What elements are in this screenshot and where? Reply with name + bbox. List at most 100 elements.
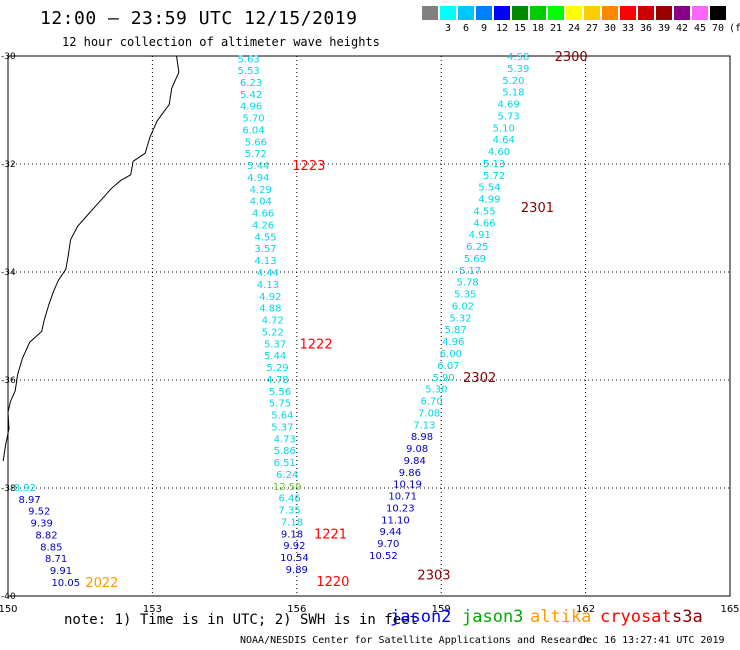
- wave-height-point: 9.86: [399, 468, 421, 479]
- wave-height-point: 9.08: [406, 444, 428, 455]
- time-label: 2303: [417, 568, 450, 583]
- wave-height-point: 6.02: [452, 301, 474, 312]
- x-tick-label: 159: [432, 604, 451, 615]
- wave-height-point: 8.71: [45, 554, 67, 565]
- wave-height-point: 5.66: [245, 137, 267, 148]
- wave-height-point: 6.51: [274, 458, 296, 469]
- wave-height-point: 4.13: [257, 280, 279, 291]
- wave-height-point: 6.23: [240, 78, 262, 89]
- wave-height-point: 5.86: [274, 446, 296, 457]
- color-scale-label: 24: [567, 23, 581, 34]
- wave-height-point: 5.70: [242, 114, 264, 125]
- wave-height-point: 5.20: [502, 76, 524, 87]
- wave-height-point: 5.10: [493, 123, 515, 134]
- color-scale-label: 18: [531, 23, 545, 34]
- color-scale-swatch: [476, 6, 492, 20]
- wave-height-point: 5.90: [432, 373, 454, 384]
- wave-height-point: 7.35: [278, 506, 300, 517]
- y-tick-label: -40: [1, 592, 16, 602]
- wave-height-point: 9.52: [28, 507, 50, 518]
- satellite-legend-jason2: jason2: [390, 607, 452, 627]
- wave-height-point: 4.58: [507, 52, 529, 63]
- wave-height-point: 4.04: [250, 197, 272, 208]
- wave-height-point: 10.52: [369, 551, 398, 562]
- wave-height-point: 6.00: [440, 349, 462, 360]
- color-scale-swatch: [440, 6, 456, 20]
- x-tick-label: 156: [287, 604, 306, 615]
- wave-height-point: 10.05: [51, 578, 80, 589]
- wave-height-point: 5.64: [271, 411, 293, 422]
- color-scale-label: 42: [675, 23, 689, 34]
- color-scale-swatch: [674, 6, 690, 20]
- wave-height-point: 4.72: [262, 316, 284, 327]
- color-scale-swatch: [602, 6, 618, 20]
- wave-height-point: 4.60: [488, 147, 510, 158]
- color-scale-label: 12: [495, 23, 509, 34]
- y-tick-label: -34: [1, 268, 16, 278]
- wave-height-point: 4.64: [493, 135, 515, 146]
- wave-height-point: 9.89: [286, 565, 308, 576]
- time-label: 2301: [521, 201, 554, 216]
- color-scale-label: 45: [693, 23, 707, 34]
- wave-height-point: 9.44: [380, 527, 402, 538]
- color-scale-label: 6: [462, 23, 470, 34]
- wave-height-point: 5.78: [457, 278, 479, 289]
- wave-height-point: 5.53: [238, 66, 260, 77]
- units-note: note: 1) Time is in UTC; 2) SWH is in fe…: [64, 612, 419, 628]
- wave-height-point: 4.99: [478, 195, 500, 206]
- wave-height-point: 4.55: [254, 232, 276, 243]
- wave-height-point: 4.88: [259, 304, 281, 315]
- wave-height-point: 4.78: [266, 375, 288, 386]
- color-scale-swatch: [422, 6, 438, 20]
- wave-height-point: 10.19: [393, 480, 422, 491]
- map-frame: [7, 55, 731, 597]
- color-scale-label: 36: [639, 23, 653, 34]
- wave-height-point: 10.54: [280, 553, 309, 564]
- wave-height-point: 5.42: [240, 90, 262, 101]
- wave-height-point: 11.10: [381, 515, 410, 526]
- wave-height-point: 5.63: [238, 55, 260, 66]
- color-scale-unit: (ft): [729, 23, 740, 34]
- wave-height-point: 4.66: [252, 209, 274, 220]
- y-tick-label: -36: [1, 376, 16, 386]
- wave-height-point: 5.17: [459, 266, 481, 277]
- wave-height-point: 6.07: [437, 361, 459, 372]
- wave-height-point: 9.39: [31, 519, 53, 530]
- color-scale-label: 39: [657, 23, 671, 34]
- wave-height-point: 5.72: [245, 149, 267, 160]
- wave-height-point: 10.71: [388, 492, 417, 503]
- x-tick-label: 162: [576, 604, 595, 615]
- wave-height-point: 5.87: [445, 325, 467, 336]
- satellite-legend-jason3: jason3: [462, 607, 524, 627]
- wave-height-point: 5.30: [425, 385, 447, 396]
- wave-height-point: 5.56: [269, 387, 291, 398]
- wave-height-point: 4.69: [497, 100, 519, 111]
- color-scale-label: 21: [549, 23, 563, 34]
- wave-height-point: 9.18: [281, 529, 303, 540]
- wave-height-point: 5.22: [262, 327, 284, 338]
- wave-height-point: 3.57: [254, 244, 276, 255]
- color-scale-swatch: [494, 6, 510, 20]
- wave-height-point: 10.23: [386, 503, 415, 514]
- wave-height-point: 9.84: [404, 456, 426, 467]
- time-label: 1221: [314, 527, 347, 542]
- x-tick-label: 150: [0, 604, 18, 615]
- color-scale-label: 3: [444, 23, 452, 34]
- color-scale-label: 15: [513, 23, 527, 34]
- y-tick-label: -30: [1, 52, 16, 62]
- color-scale-swatch: [656, 6, 672, 20]
- wave-height-point: 5.32: [449, 313, 471, 324]
- color-scale-label: 70: [711, 23, 725, 34]
- wave-height-point: 5.18: [502, 88, 524, 99]
- wave-height-point: 5.13: [483, 159, 505, 170]
- wave-height-point: 5.54: [478, 183, 500, 194]
- page-title: 12:00 – 23:59 UTC 12/15/2019: [40, 8, 358, 29]
- wave-height-point: 4.44: [257, 268, 279, 279]
- wave-height-point: 9.70: [377, 539, 399, 550]
- wave-height-point: 5.44: [247, 161, 269, 172]
- wave-height-point: 6.46: [278, 494, 300, 505]
- wave-height-point: 6.25: [466, 242, 488, 253]
- satellite-legend-s3a: s3a: [672, 607, 703, 627]
- wave-height-point: 5.39: [507, 64, 529, 75]
- wave-height-point: 8.97: [19, 495, 41, 506]
